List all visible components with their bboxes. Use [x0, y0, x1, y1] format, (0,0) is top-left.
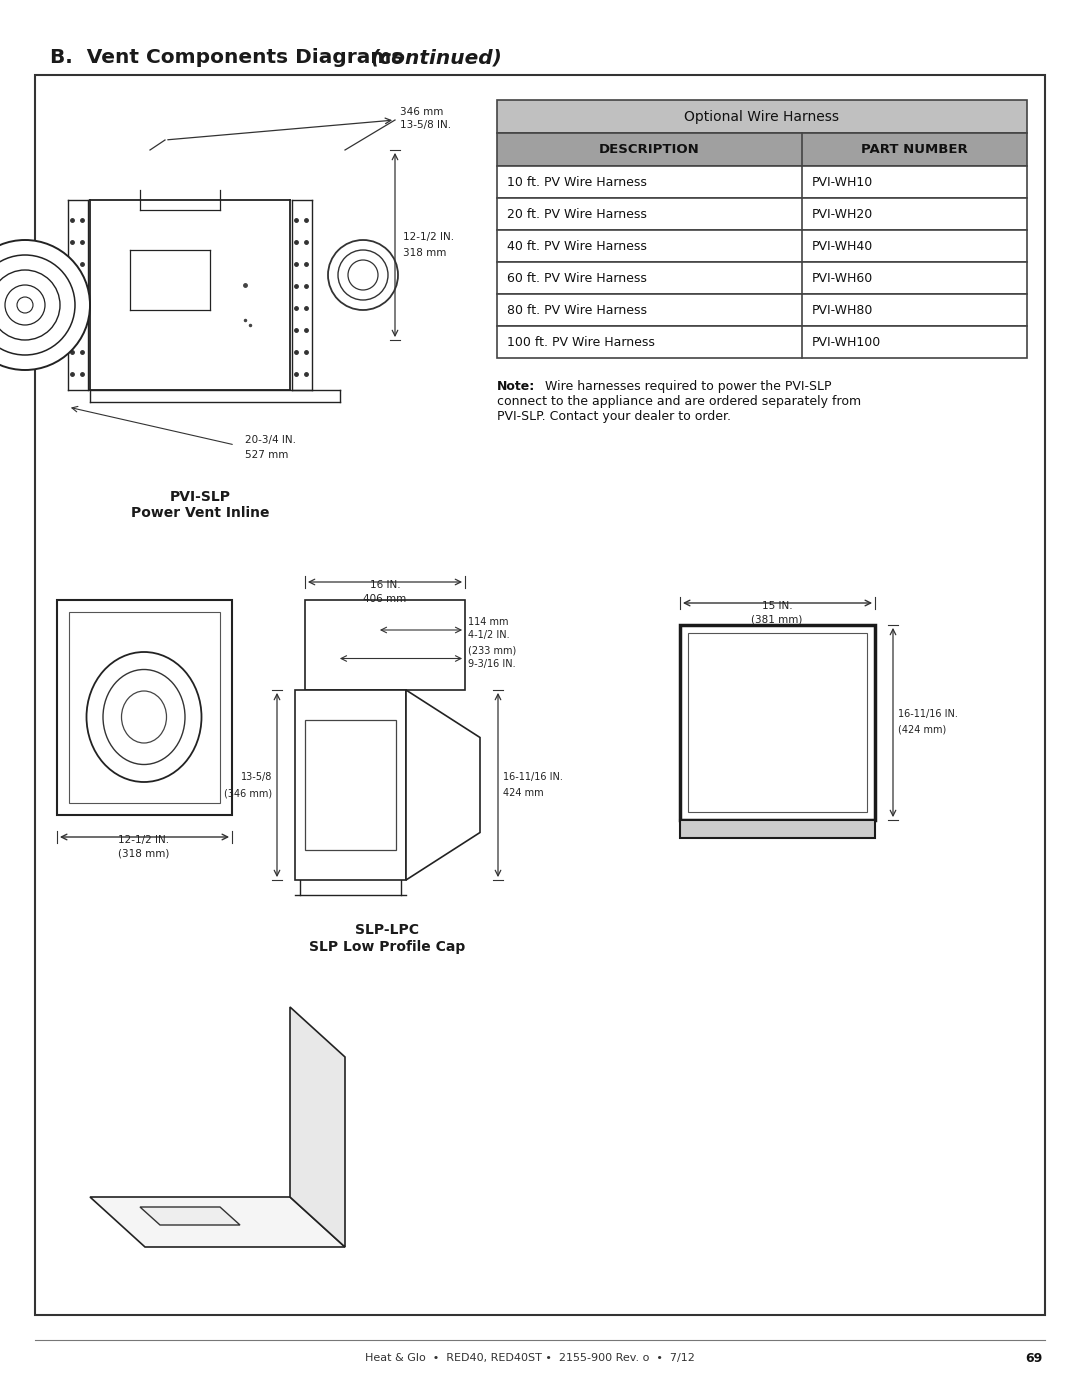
Bar — [497, 263, 1027, 293]
Bar — [295, 690, 406, 880]
Text: (318 mm): (318 mm) — [119, 849, 170, 859]
Text: 318 mm: 318 mm — [403, 249, 446, 258]
Text: PVI-WH80: PVI-WH80 — [812, 303, 873, 317]
Bar — [497, 231, 1027, 263]
Text: 40 ft. PV Wire Harness: 40 ft. PV Wire Harness — [507, 239, 647, 253]
Circle shape — [5, 285, 45, 326]
Text: PVI-SLP: PVI-SLP — [170, 490, 230, 504]
Bar — [680, 624, 875, 820]
Text: 20-3/4 IN.: 20-3/4 IN. — [245, 434, 296, 446]
Bar — [680, 820, 875, 838]
Text: 16-11/16 IN.: 16-11/16 IN. — [897, 710, 958, 719]
Text: 12-1/2 IN.: 12-1/2 IN. — [119, 835, 170, 845]
Text: Power Vent Inline: Power Vent Inline — [131, 506, 269, 520]
Text: (381 mm): (381 mm) — [752, 615, 802, 624]
Text: 16 IN.: 16 IN. — [369, 580, 401, 590]
Text: Note:: Note: — [497, 380, 536, 393]
Text: 10 ft. PV Wire Harness: 10 ft. PV Wire Harness — [507, 176, 647, 189]
Circle shape — [338, 250, 388, 300]
Text: 9-3/16 IN.: 9-3/16 IN. — [468, 658, 515, 669]
Text: 100 ft. PV Wire Harness: 100 ft. PV Wire Harness — [507, 335, 654, 348]
Text: Heat & Glo  •  RED40, RED40ST •  2155-900 Rev. o  •  7/12: Heat & Glo • RED40, RED40ST • 2155-900 R… — [365, 1354, 694, 1363]
Text: 527 mm: 527 mm — [245, 450, 288, 460]
Text: PVI-WH100: PVI-WH100 — [812, 335, 881, 348]
Bar — [688, 633, 867, 812]
Text: 16-11/16 IN.: 16-11/16 IN. — [503, 773, 563, 782]
Text: B.  Vent Components Diagrams: B. Vent Components Diagrams — [50, 47, 410, 67]
Circle shape — [348, 260, 378, 291]
Text: 80 ft. PV Wire Harness: 80 ft. PV Wire Harness — [507, 303, 647, 317]
Bar — [305, 719, 396, 849]
Text: Wire harnesses required to power the PVI-SLP: Wire harnesses required to power the PVI… — [537, 380, 832, 393]
Text: PVI-WH60: PVI-WH60 — [812, 271, 873, 285]
Polygon shape — [90, 1197, 345, 1248]
Bar — [497, 326, 1027, 358]
Circle shape — [0, 256, 75, 355]
Text: SLP-LPC: SLP-LPC — [355, 923, 419, 937]
Text: 4-1/2 IN.: 4-1/2 IN. — [468, 630, 510, 640]
Text: 13-5/8 IN.: 13-5/8 IN. — [400, 120, 451, 130]
Text: PVI-WH40: PVI-WH40 — [812, 239, 873, 253]
Text: (continued): (continued) — [370, 47, 502, 67]
Circle shape — [0, 270, 60, 339]
Text: 424 mm: 424 mm — [503, 788, 543, 798]
Bar — [57, 599, 232, 814]
Bar — [69, 612, 220, 803]
Text: 406 mm: 406 mm — [363, 594, 407, 604]
Bar — [497, 101, 1027, 133]
Text: Optional Wire Harness: Optional Wire Harness — [685, 109, 839, 123]
Text: PVI-SLP. Contact your dealer to order.: PVI-SLP. Contact your dealer to order. — [497, 409, 731, 423]
Ellipse shape — [86, 652, 202, 782]
Bar — [497, 133, 1027, 166]
Circle shape — [17, 298, 33, 313]
Text: 12-1/2 IN.: 12-1/2 IN. — [403, 232, 454, 242]
Text: 60 ft. PV Wire Harness: 60 ft. PV Wire Harness — [507, 271, 647, 285]
Text: PVI-WH10: PVI-WH10 — [812, 176, 873, 189]
Text: (424 mm): (424 mm) — [897, 725, 946, 735]
Text: 13-5/8: 13-5/8 — [241, 773, 272, 782]
Text: 346 mm: 346 mm — [400, 108, 444, 117]
Bar — [497, 293, 1027, 326]
Circle shape — [328, 240, 399, 310]
Text: SLP Low Profile Cap: SLP Low Profile Cap — [309, 940, 465, 954]
Ellipse shape — [121, 692, 166, 743]
Bar — [497, 166, 1027, 198]
Text: connect to the appliance and are ordered separately from: connect to the appliance and are ordered… — [497, 395, 861, 408]
Text: 15 IN.: 15 IN. — [761, 601, 793, 610]
Bar — [35, 75, 1045, 1315]
Text: (233 mm): (233 mm) — [468, 645, 516, 655]
Text: PVI-WH20: PVI-WH20 — [812, 208, 873, 221]
Text: DESCRIPTION: DESCRIPTION — [599, 142, 700, 156]
Polygon shape — [406, 690, 480, 880]
Text: (346 mm): (346 mm) — [224, 788, 272, 798]
Text: 114 mm: 114 mm — [468, 617, 509, 627]
Circle shape — [0, 240, 90, 370]
Polygon shape — [140, 1207, 240, 1225]
Bar — [305, 599, 465, 690]
Text: 69: 69 — [1026, 1351, 1043, 1365]
Text: PART NUMBER: PART NUMBER — [861, 142, 968, 156]
Bar — [497, 198, 1027, 231]
Polygon shape — [291, 1007, 345, 1248]
Ellipse shape — [103, 669, 185, 764]
Text: 20 ft. PV Wire Harness: 20 ft. PV Wire Harness — [507, 208, 647, 221]
